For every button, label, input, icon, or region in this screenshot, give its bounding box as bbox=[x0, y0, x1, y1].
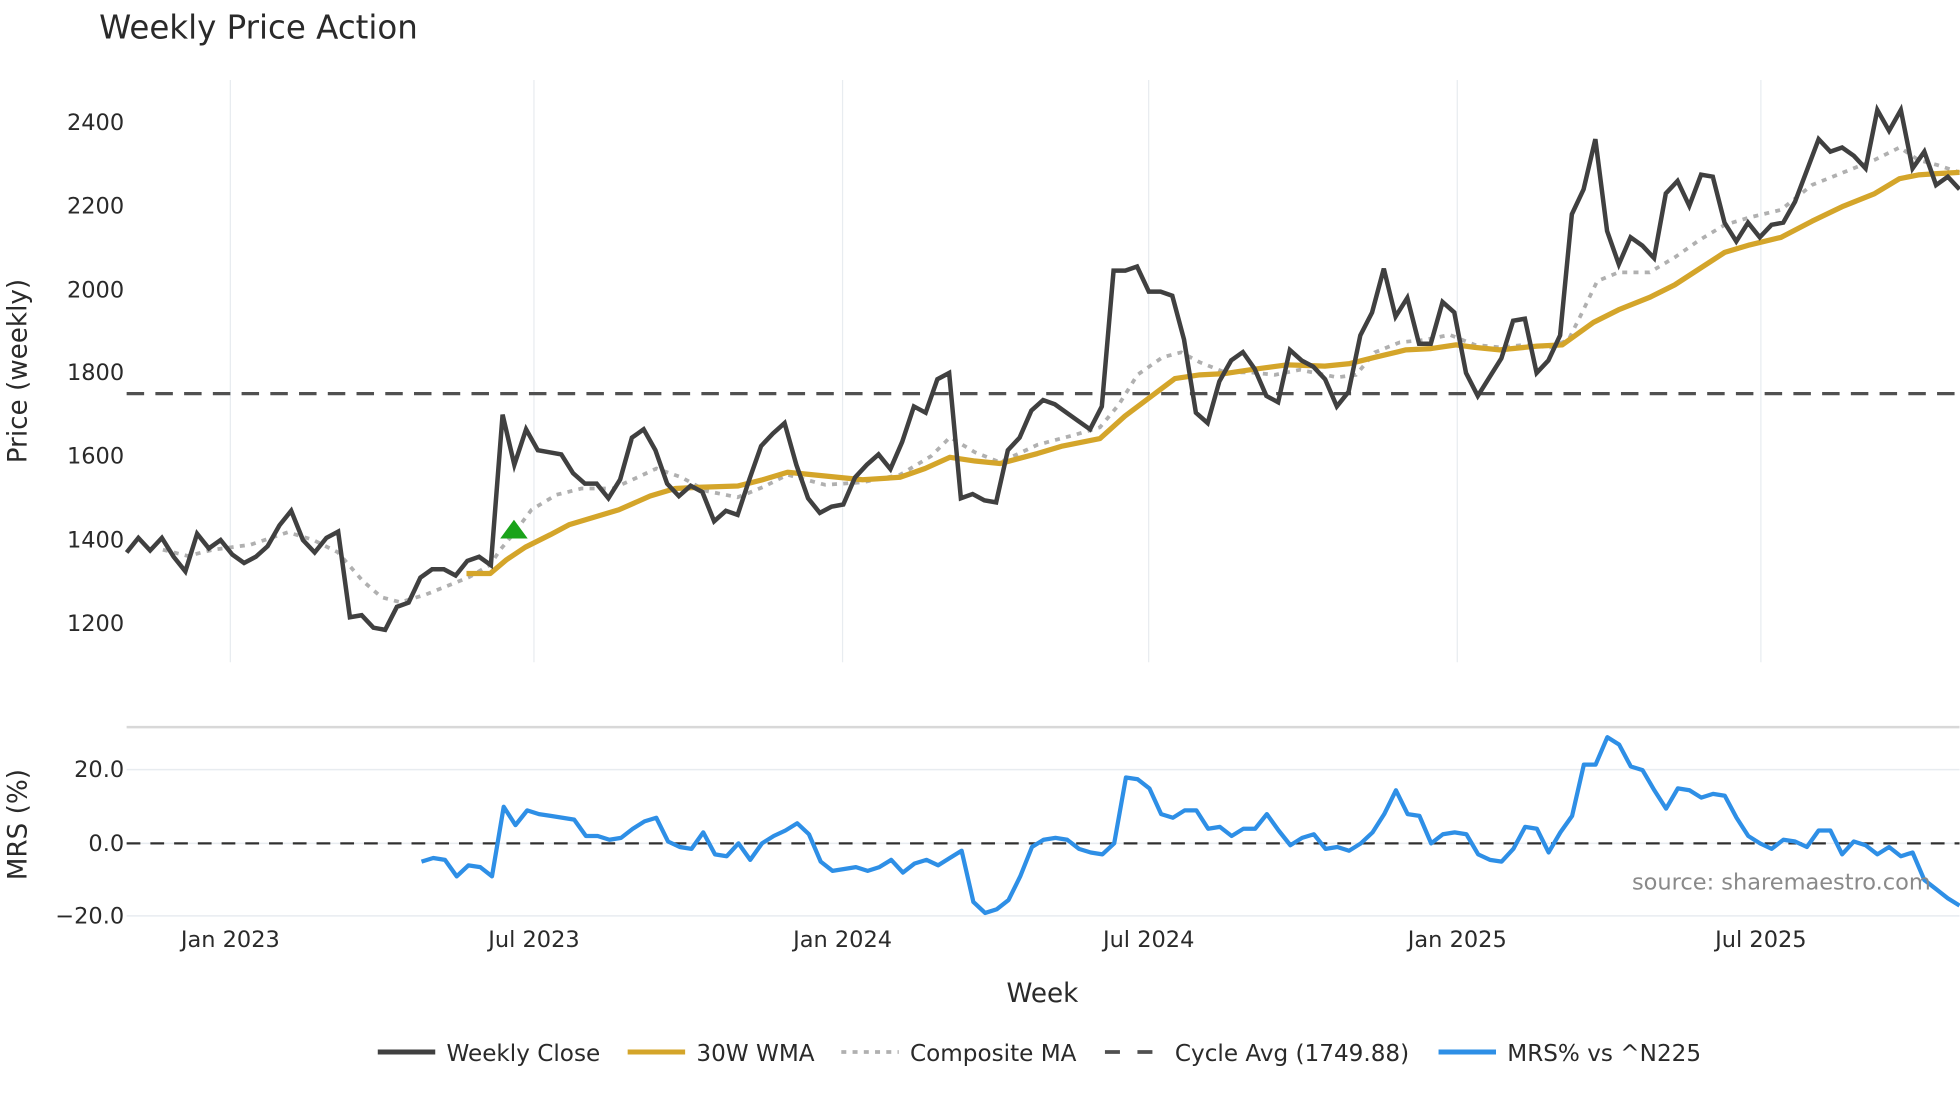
legend-label: Weekly Close bbox=[446, 1041, 600, 1067]
legend-label: MRS% vs ^N225 bbox=[1507, 1041, 1701, 1067]
y-tick: 0.0 bbox=[88, 831, 124, 857]
wma30-line bbox=[466, 169, 1960, 577]
x-axis-title: Week bbox=[1007, 979, 1080, 1009]
x-ticks: Jan 2023 Jul 2023 Jan 2024 Jul 2024 Jan … bbox=[179, 927, 1807, 953]
y-tick: 1400 bbox=[67, 527, 124, 553]
x-tick: Jul 2024 bbox=[1101, 927, 1194, 953]
y-tick: 1600 bbox=[67, 444, 124, 470]
price-vertical-gridlines bbox=[229, 79, 1762, 663]
legend-item-composite-ma[interactable]: Composite MA bbox=[841, 1041, 1077, 1067]
y-tick: −20.0 bbox=[55, 903, 124, 929]
legend-item-weekly-close[interactable]: Weekly Close bbox=[377, 1041, 600, 1067]
x-tick: Jan 2025 bbox=[1406, 927, 1507, 953]
x-tick: Jul 2025 bbox=[1713, 927, 1806, 953]
y-tick: 2400 bbox=[67, 110, 124, 136]
x-tick: Jan 2024 bbox=[791, 927, 892, 953]
mrs-y-axis-title: MRS (%) bbox=[4, 769, 34, 880]
legend-label: 30W WMA bbox=[696, 1041, 814, 1067]
x-tick: Jul 2023 bbox=[486, 927, 579, 953]
price-y-ticks: 2400 2200 2000 1800 1600 1400 1200 bbox=[67, 110, 124, 637]
legend-item-mrs[interactable]: MRS% vs ^N225 bbox=[1438, 1041, 1702, 1067]
mrs-y-ticks: 20.0 0.0 −20.0 bbox=[55, 757, 124, 929]
legend: Weekly Close 30W WMA Composite MA Cycle … bbox=[377, 1041, 1702, 1067]
y-tick: 1200 bbox=[67, 611, 124, 637]
legend-item-wma30[interactable]: 30W WMA bbox=[627, 1041, 815, 1067]
composite-ma-line bbox=[162, 145, 1960, 605]
source-note: source: sharemaestro.com bbox=[1632, 870, 1931, 896]
x-tick: Jan 2023 bbox=[179, 927, 280, 953]
chart-title: Weekly Price Action bbox=[99, 9, 418, 47]
legend-label: Composite MA bbox=[910, 1041, 1077, 1067]
y-tick: 20.0 bbox=[74, 757, 124, 783]
y-tick: 2000 bbox=[67, 277, 124, 303]
weekly-close-line bbox=[124, 103, 1960, 633]
legend-item-cycle-avg[interactable]: Cycle Avg (1749.88) bbox=[1104, 1041, 1409, 1067]
mrs-line bbox=[420, 735, 1960, 916]
y-tick: 1800 bbox=[67, 360, 124, 386]
price-y-axis-title: Price (weekly) bbox=[4, 279, 34, 463]
legend-label: Cycle Avg (1749.88) bbox=[1175, 1041, 1409, 1067]
buy-signal-triangle-icon bbox=[500, 519, 528, 539]
y-tick: 2200 bbox=[67, 194, 124, 220]
